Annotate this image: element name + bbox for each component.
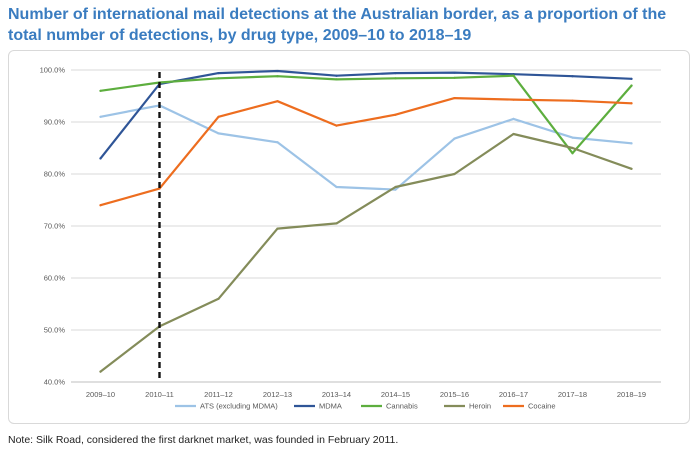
data-point-ats-excluding-mdma bbox=[335, 185, 338, 189]
data-point-ats-excluding-mdma bbox=[453, 137, 456, 140]
x-tick-label: 2012–13 bbox=[263, 390, 292, 399]
data-point-ats-excluding-mdma bbox=[394, 188, 397, 191]
data-point-cannabis bbox=[453, 76, 456, 79]
data-point-cocaine bbox=[99, 204, 102, 207]
y-tick-label: 70.0% bbox=[44, 222, 66, 231]
series-ats-excluding-mdma bbox=[99, 104, 633, 191]
data-point-mdma bbox=[217, 72, 220, 75]
data-point-heroin bbox=[512, 132, 515, 136]
x-tick-label: 2015–16 bbox=[440, 390, 469, 399]
data-point-cocaine bbox=[394, 113, 397, 116]
y-axis-tick-labels: 40.0% 50.0% 60.0% 70.0% 80.0% 90.0% 100.0% bbox=[40, 66, 66, 387]
data-point-heroin bbox=[99, 370, 102, 373]
x-tick-label: 2014–15 bbox=[381, 390, 410, 399]
chart-note: Note: Silk Road, considered the first da… bbox=[8, 434, 399, 446]
data-point-mdma bbox=[453, 71, 456, 74]
data-point-mdma bbox=[335, 74, 338, 77]
data-point-cannabis bbox=[630, 84, 633, 87]
data-point-heroin bbox=[217, 297, 220, 300]
data-point-cannabis bbox=[571, 152, 574, 155]
x-tick-label: 2010–11 bbox=[145, 390, 174, 399]
data-point-cocaine bbox=[512, 98, 515, 101]
chart-title: Number of international mail detections … bbox=[8, 6, 667, 44]
y-tick-label: 100.0% bbox=[40, 66, 66, 75]
data-point-mdma bbox=[630, 77, 633, 80]
legend: ATS (excluding MDMA) MDMA Cannabis Heroin Co… bbox=[175, 402, 556, 411]
series-line-mdma bbox=[99, 69, 633, 160]
series-line-ats-excluding-mdma bbox=[99, 104, 633, 191]
data-point-mdma bbox=[99, 157, 102, 160]
data-point-heroin bbox=[630, 167, 633, 170]
x-tick-label: 2013–14 bbox=[322, 390, 351, 399]
data-point-heroin bbox=[394, 185, 397, 189]
data-point-ats-excluding-mdma bbox=[217, 132, 220, 135]
data-point-cocaine bbox=[630, 102, 633, 105]
data-point-cocaine bbox=[453, 96, 456, 100]
x-tick-label: 2011–12 bbox=[204, 390, 233, 399]
legend-label: Cocaine bbox=[528, 402, 556, 411]
line-chart: 40.0% 50.0% 60.0% 70.0% 80.0% 90.0% 100.0% 200… bbox=[40, 66, 661, 411]
data-point-heroin bbox=[276, 227, 279, 230]
data-point-cocaine bbox=[276, 100, 279, 103]
x-tick-label: 2016–17 bbox=[499, 390, 528, 399]
series-cocaine bbox=[99, 96, 633, 207]
x-tick-label: 2009–10 bbox=[86, 390, 115, 399]
legend-label: MDMA bbox=[319, 402, 342, 411]
data-point-cannabis bbox=[512, 74, 515, 77]
legend-item-ats-excluding-mdma: ATS (excluding MDMA) bbox=[175, 402, 278, 411]
data-point-heroin bbox=[335, 222, 338, 225]
y-tick-label: 40.0% bbox=[44, 378, 66, 387]
series-line-heroin bbox=[99, 132, 633, 373]
y-tick-label: 90.0% bbox=[44, 118, 66, 127]
data-point-cocaine bbox=[158, 187, 161, 190]
data-point-cannabis bbox=[394, 77, 397, 80]
legend-label: Cannabis bbox=[386, 402, 418, 411]
gridlines bbox=[71, 69, 661, 331]
data-point-mdma bbox=[276, 69, 279, 73]
data-point-cocaine bbox=[335, 124, 338, 127]
data-point-heroin bbox=[571, 146, 574, 150]
series-line-cocaine bbox=[99, 96, 633, 207]
series-line-cannabis bbox=[99, 74, 633, 155]
x-tick-label: 2018–19 bbox=[617, 390, 646, 399]
y-tick-label: 50.0% bbox=[44, 326, 66, 335]
y-tick-label: 80.0% bbox=[44, 170, 66, 179]
legend-item-heroin: Heroin bbox=[444, 402, 491, 411]
series-heroin bbox=[99, 132, 633, 373]
data-point-cannabis bbox=[335, 78, 338, 81]
series-lines bbox=[99, 69, 633, 373]
data-point-cocaine bbox=[217, 115, 220, 118]
data-point-cannabis bbox=[99, 89, 102, 92]
data-point-ats-excluding-mdma bbox=[512, 117, 515, 120]
legend-label: Heroin bbox=[469, 402, 491, 411]
legend-label: ATS (excluding MDMA) bbox=[200, 402, 278, 411]
x-axis-tick-labels: 2009–10 2010–11 2011–12 2012–13 2013–14 2014–… bbox=[86, 390, 646, 399]
legend-item-cocaine: Cocaine bbox=[503, 402, 556, 411]
x-tick-label: 2017–18 bbox=[558, 390, 587, 399]
data-point-ats-excluding-mdma bbox=[276, 141, 279, 144]
data-point-mdma bbox=[571, 75, 574, 78]
data-point-mdma bbox=[394, 72, 397, 75]
data-point-ats-excluding-mdma bbox=[571, 136, 574, 139]
y-tick-label: 60.0% bbox=[44, 274, 66, 283]
data-point-ats-excluding-mdma bbox=[99, 115, 102, 118]
data-point-heroin bbox=[453, 172, 456, 176]
chart-area: 40.0% 50.0% 60.0% 70.0% 80.0% 90.0% 100.0% 200… bbox=[8, 50, 690, 424]
legend-item-cannabis: Cannabis bbox=[361, 402, 418, 411]
data-point-cocaine bbox=[571, 99, 574, 102]
data-point-cannabis bbox=[217, 77, 220, 80]
data-point-ats-excluding-mdma bbox=[630, 142, 633, 145]
data-point-cannabis bbox=[276, 75, 279, 78]
legend-item-mdma: MDMA bbox=[294, 402, 342, 411]
